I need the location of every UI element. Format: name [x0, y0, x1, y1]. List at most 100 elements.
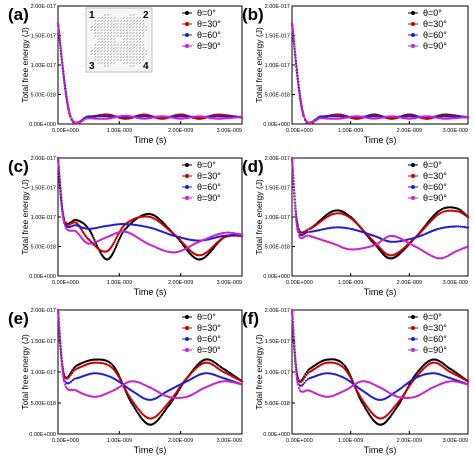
data-point — [456, 116, 459, 120]
y-tick-label: 1.00E-017 — [265, 63, 290, 69]
spin-glyph — [142, 32, 145, 34]
data-point — [59, 191, 62, 195]
data-point — [135, 410, 138, 413]
data-point — [225, 380, 228, 383]
legend-swatch-marker — [185, 326, 189, 330]
data-point — [57, 163, 60, 167]
spin-glyph — [129, 14, 132, 16]
x-tick-label: 1.00E-009 — [107, 128, 132, 134]
data-point — [295, 225, 299, 228]
data-point — [132, 405, 135, 408]
y-tick-label: 1.50E-017 — [265, 34, 290, 40]
data-point — [407, 396, 410, 399]
legend-label: θ=0° — [197, 312, 216, 322]
legend-label: θ=90° — [197, 193, 221, 203]
y-tick-label: 5.00E-018 — [31, 93, 56, 99]
data-point — [99, 115, 102, 118]
data-point — [58, 325, 61, 329]
series-3 — [56, 22, 244, 124]
data-point — [57, 323, 61, 326]
spin-glyph — [132, 50, 135, 52]
data-point — [299, 98, 302, 101]
data-point — [68, 375, 71, 378]
data-point — [292, 176, 295, 179]
spin-glyph — [110, 44, 113, 46]
x-tick-label: 3.00E-009 — [217, 280, 242, 286]
data-point — [302, 114, 305, 117]
data-point — [57, 159, 60, 163]
data-point — [450, 380, 453, 383]
spin-glyph — [97, 62, 100, 64]
y-tick-label: 2.00E-017 — [31, 4, 56, 10]
spin-glyph — [116, 47, 119, 49]
data-point — [373, 115, 376, 118]
spin-glyph — [129, 56, 132, 58]
data-point — [405, 115, 408, 118]
data-point — [109, 115, 112, 118]
data-point — [64, 385, 67, 388]
data-point — [451, 117, 454, 120]
data-point — [291, 173, 295, 176]
data-point — [60, 53, 63, 56]
y-tick-label: 2.00E-017 — [265, 4, 290, 10]
data-point — [225, 231, 229, 234]
spin-glyph — [106, 20, 110, 22]
series-1 — [56, 308, 244, 420]
data-point — [291, 163, 294, 167]
data-point — [295, 218, 298, 221]
data-point — [403, 115, 406, 118]
y-axis-label: Total free energy (J) — [254, 334, 264, 410]
spin-glyph — [135, 50, 138, 52]
data-point — [68, 109, 71, 112]
spin-glyph — [94, 47, 97, 49]
legend-label: θ=90° — [423, 193, 447, 203]
spin-glyph — [138, 41, 142, 43]
spin-glyph — [126, 62, 129, 64]
legend-swatch-marker — [411, 174, 415, 178]
spin-glyph — [97, 56, 100, 58]
data-point — [293, 347, 296, 350]
data-point — [362, 403, 365, 406]
spin-glyph — [135, 32, 138, 34]
spin-glyph — [110, 38, 113, 40]
data-point — [306, 372, 310, 375]
data-point — [85, 227, 89, 230]
data-point — [303, 117, 307, 120]
data-point — [439, 208, 442, 212]
spin-glyph — [113, 62, 116, 64]
spin-glyph — [138, 23, 142, 25]
spin-glyph — [100, 53, 103, 55]
data-point — [70, 117, 73, 120]
spin-glyph — [138, 56, 142, 58]
spin-glyph — [126, 56, 129, 58]
spin-glyph — [116, 20, 119, 22]
y-tick-label: 5.00E-018 — [31, 245, 56, 251]
data-point — [225, 115, 228, 118]
legend-label: θ=0° — [423, 312, 442, 322]
data-point — [141, 115, 144, 118]
spin-glyph — [135, 53, 138, 55]
data-point — [217, 115, 221, 118]
chart-panel-4: (e) 0.00E+000 1.00E-009 2.00E-009 3.00E-009 0… — [8, 308, 244, 455]
spin-glyph — [135, 44, 138, 46]
data-point — [229, 234, 232, 237]
spin-glyph — [138, 47, 142, 49]
data-point — [335, 226, 338, 229]
data-point — [60, 362, 63, 365]
data-point — [332, 226, 335, 229]
data-point — [58, 176, 61, 179]
spin-glyph — [110, 26, 113, 28]
spin-glyph — [129, 20, 132, 22]
data-point — [346, 227, 349, 230]
spin-glyph — [119, 35, 122, 37]
data-point — [60, 359, 63, 362]
data-point — [294, 60, 297, 63]
data-point — [64, 91, 67, 94]
spin-glyph — [106, 44, 110, 46]
data-point — [339, 115, 342, 118]
data-point — [366, 410, 369, 413]
data-point — [439, 257, 442, 260]
data-point — [292, 179, 295, 182]
data-point — [291, 323, 294, 326]
